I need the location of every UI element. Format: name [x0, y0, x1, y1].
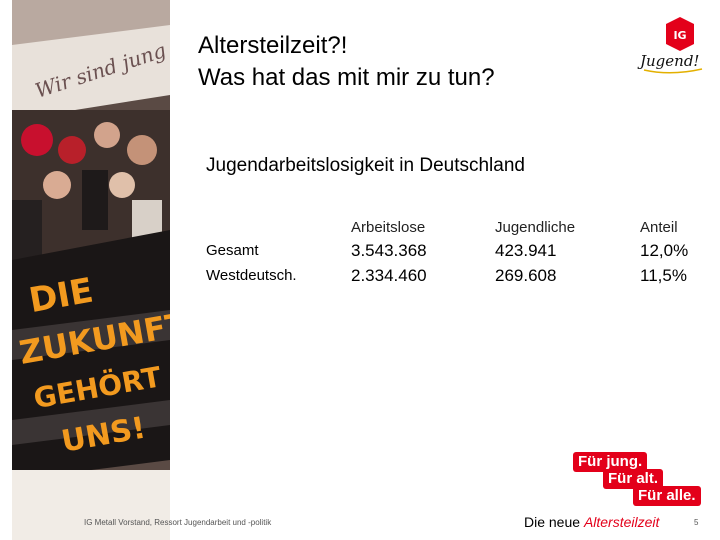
- cell-anteil-westdeutsch: 11,5%: [640, 266, 687, 285]
- page-number: 5: [694, 518, 699, 527]
- table-heading: Jugendarbeitslosigkeit in Deutschland: [206, 155, 525, 176]
- cell-arbeitslose-westdeutsch: 2.334.460: [351, 266, 427, 285]
- ig-emblem-icon: [666, 17, 694, 51]
- footer-organization: IG Metall Vorstand, Ressort Jugendarbeit…: [84, 518, 272, 527]
- slogan-fuer-jung: Für jung.: [573, 452, 648, 472]
- column-header-anteil: Anteil: [640, 219, 678, 236]
- cell-arbeitslose-gesamt: 3.543.368: [351, 241, 427, 260]
- svg-text:IG: IG: [673, 29, 686, 42]
- column-header-jugendliche: Jugendliche: [495, 219, 576, 236]
- slogan-fuer-alt: Für alt.: [603, 469, 664, 489]
- column-header-arbeitslose: Arbeitslose: [351, 219, 426, 236]
- row-label-westdeutsch: Westdeutsch.: [206, 267, 297, 284]
- jugend-signature: Jugend!: [637, 52, 699, 70]
- ig-metall-jugend-logo: IG Jugend!: [636, 14, 706, 78]
- footer-campaign: Die neue Altersteilzeit: [524, 514, 659, 530]
- slide-title: Altersteilzeit?! Was hat das mit mir zu …: [198, 30, 495, 94]
- cell-anteil-gesamt: 12,0%: [640, 241, 689, 260]
- cell-jugendliche-westdeutsch: 269.608: [495, 266, 557, 285]
- footer-campaign-highlight: Altersteilzeit: [583, 514, 660, 530]
- footer-campaign-prefix: Die neue: [524, 514, 584, 530]
- title-line-1: Altersteilzeit?!: [198, 32, 348, 59]
- slogan-fuer-alle: Für alle.: [633, 486, 701, 506]
- demonstration-photo: Wir sind jung DIE ZUKUNFT GEHÖRT UNS!: [0, 0, 170, 540]
- cell-jugendliche-gesamt: 423.941: [495, 241, 557, 260]
- title-line-2: Was hat das mit mir zu tun?: [198, 64, 495, 91]
- row-label-gesamt: Gesamt: [206, 242, 259, 259]
